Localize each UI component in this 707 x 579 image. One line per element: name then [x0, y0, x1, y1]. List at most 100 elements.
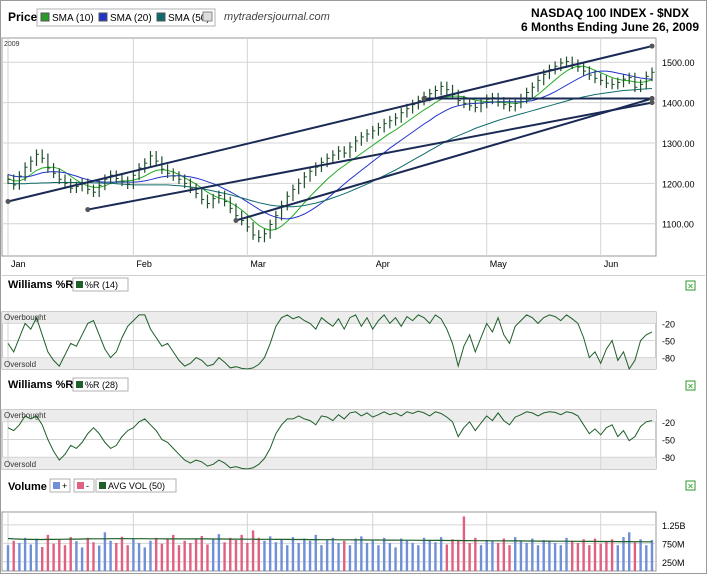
price-bar	[303, 172, 307, 189]
price-bar	[52, 163, 57, 179]
volume-y-tick-label: 1.25B	[662, 521, 686, 531]
legend-close-icon[interactable]	[202, 11, 213, 22]
volume-bar	[240, 534, 243, 571]
volume-bar	[548, 540, 551, 571]
volume-bar	[86, 537, 89, 571]
price-bar	[526, 87, 530, 104]
trendlines	[5, 43, 655, 223]
price-bar	[377, 122, 381, 136]
price-bar	[366, 129, 370, 142]
price-bar	[594, 70, 598, 84]
volume-bar	[154, 537, 158, 571]
volume-bar	[479, 545, 483, 571]
volume-bar	[417, 545, 420, 571]
price-bar	[75, 181, 79, 194]
wr14-series-label: %R (14)	[85, 280, 118, 290]
price-bar	[275, 210, 279, 230]
year-label: 2009	[4, 41, 20, 48]
volume-bar	[308, 540, 312, 571]
volume-bar	[536, 545, 540, 571]
price-bar	[229, 196, 233, 214]
wr-y-tick-label: -80	[662, 354, 675, 364]
price-bar	[184, 174, 188, 189]
trendline-anchor	[5, 199, 11, 204]
volume-bar	[126, 545, 129, 571]
sma-legend-box	[36, 8, 216, 27]
price-bar	[115, 170, 119, 184]
volume-bar	[149, 540, 152, 571]
volume-bar	[371, 540, 374, 571]
price-bar	[508, 99, 513, 112]
overbought-zone	[2, 410, 656, 422]
price-bar	[286, 191, 290, 211]
price-bar	[212, 193, 216, 209]
volume-bar	[508, 545, 511, 571]
volume-bar	[189, 542, 192, 571]
overbought-label: Overbought	[4, 313, 47, 322]
price-bar	[64, 174, 68, 189]
price-bar	[651, 67, 655, 82]
volume-bar	[434, 542, 437, 571]
volume-bar	[382, 537, 386, 571]
price-bar	[372, 126, 376, 139]
wr14-plot: -20 -50 -80 Overbought Oversold	[2, 312, 675, 371]
price-bar	[7, 174, 11, 185]
price-bar	[41, 149, 45, 164]
price-bar	[343, 146, 347, 158]
wr14-expand-icon[interactable]	[685, 280, 696, 291]
volume-bar	[257, 537, 260, 571]
volume-bar	[172, 534, 175, 571]
wr28-series-label: %R (28)	[85, 380, 118, 390]
volume-bar	[354, 538, 357, 571]
price-bar	[645, 71, 649, 90]
price-bar	[144, 158, 148, 173]
volume-bar	[63, 545, 67, 571]
volume-bar	[576, 542, 580, 571]
volume-bar	[428, 540, 431, 571]
price-bar	[514, 98, 518, 112]
volume-bar	[200, 535, 203, 571]
volume-bar	[29, 544, 32, 571]
volume-bar	[365, 542, 369, 571]
price-bar	[149, 151, 153, 168]
price-plot-area	[1, 37, 657, 257]
price-bar	[434, 85, 438, 99]
volume-bar	[360, 536, 363, 571]
volume-bar	[343, 540, 346, 571]
sma-line-20	[7, 70, 653, 220]
trendline-anchor	[421, 96, 427, 102]
trendline-anchor	[85, 207, 91, 213]
price-x-tick-label: Jun	[604, 259, 619, 269]
price-bar	[258, 230, 262, 243]
price-bar	[634, 72, 638, 93]
wr-y-tick-label: -20	[662, 418, 675, 428]
price-bar	[440, 81, 444, 96]
price-bar	[583, 62, 587, 76]
price-bar	[605, 75, 609, 89]
volume-bar	[519, 541, 523, 571]
volume-bar	[422, 537, 426, 571]
volume-bar	[274, 542, 278, 571]
price-bar	[269, 219, 273, 239]
wr-y-tick-label: -50	[662, 436, 675, 446]
wr28-expand-icon[interactable]	[685, 380, 696, 391]
price-bar	[640, 79, 644, 93]
price-bar	[35, 149, 39, 166]
volume-bar	[337, 542, 340, 571]
volume-bar	[177, 545, 181, 571]
volume-bar	[35, 538, 38, 571]
wr-y-tick-label: -50	[662, 337, 675, 347]
price-y-tick-label: 1300.00	[662, 139, 695, 149]
volume-bar	[75, 541, 78, 571]
wr28-legend-box	[72, 377, 129, 392]
volume-expand-icon[interactable]	[685, 480, 696, 491]
price-bar	[611, 78, 615, 90]
volume-bar	[291, 537, 295, 571]
price-bar	[360, 132, 364, 146]
trendline	[235, 97, 653, 222]
price-bar	[104, 174, 108, 191]
volume-bar	[405, 540, 409, 571]
price-bar	[263, 228, 267, 243]
price-bar	[617, 77, 621, 90]
